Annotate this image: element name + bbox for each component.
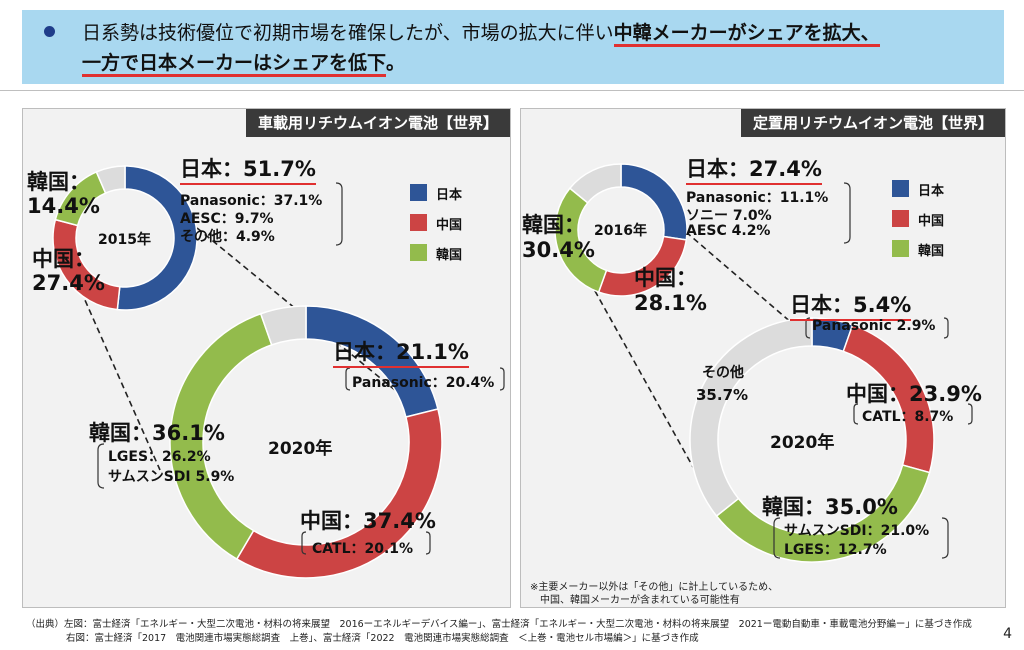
bracket [941,517,949,559]
header-period: 。 [386,52,406,74]
bracket [335,182,343,246]
source-line-2: 右図：富士経済「2017 電池関連市場実態総調査 上巻」、富士経済「2022 電… [66,633,699,644]
connector-line [76,281,161,471]
bracket [843,182,851,244]
legend-label-japan: 日本 [436,188,463,203]
bracket [853,403,859,425]
panel-automotive: 車載用リチウムイオン電池【世界】 [22,108,511,608]
slice-label-korea-2020: 韓国：36.1% [89,421,225,445]
center-label-2020: 2020年 [770,433,835,453]
bracket [97,443,105,489]
detail-label: LGES：26.2% [108,449,211,465]
slice-label-china-2020: 中国：37.4% [300,509,436,533]
page-number: 4 [1003,626,1012,642]
detail-label: サムスンSDI 5.9% [108,469,235,485]
bracket [805,317,811,339]
slice-label-japan-2020: 日本：5.4% [790,289,912,321]
source-line-1: （出典）左図：富士経済「エネルギー・大型二次電池・材料の将来展望 2016ーエネ… [26,619,972,630]
legend-swatch-korea [410,244,427,261]
bracket [773,517,781,559]
donut-chart-stationary-2020 [689,317,935,563]
bullet-icon [44,26,55,37]
donut-slice-other [568,163,622,204]
donut-chart-automotive-2020 [169,305,443,579]
slice-value-china-2015: 27.4% [32,271,105,295]
slice-label-china-2015: 中国： [32,247,95,271]
header-highlight-1: 中韓メーカーがシェアを拡大、 [613,22,880,47]
bracket [499,367,505,391]
bracket [425,531,431,555]
center-label-2015: 2015年 [98,232,151,248]
header-banner [22,10,1004,84]
connector-line [196,227,413,405]
donut-chart-automotive-2015 [52,165,198,311]
slice-label-japan-2016: 日本：27.4% [686,153,822,185]
legend-swatch-japan [892,180,909,197]
slice-value-other-2020: 35.7% [696,386,749,404]
donut-slice-other [689,317,813,518]
legend-label-japan: 日本 [918,184,945,199]
bracket [943,317,949,339]
detail-label: CATL：8.7% [862,409,954,425]
bracket [301,531,307,555]
detail-label: AESC：9.7% [180,211,274,227]
slice-value-korea-2016: 30.4% [522,238,595,262]
legend-swatch-china [892,210,909,227]
detail-label: ソニー 7.0% [686,208,772,224]
donut-slice-other [259,305,307,346]
slice-label-other-2020: その他 [702,365,744,381]
legend-swatch-japan [410,184,427,201]
detail-label: CATL：20.1% [312,541,414,557]
slice-label-korea-2020: 韓国：35.0% [762,495,898,519]
slice-label-china-2020: 中国：23.9% [846,382,982,406]
header-line-2: 一方で日本メーカーはシェアを低下。 [82,48,406,77]
detail-label: Panasonic：20.4% [352,375,495,391]
connector-line [685,231,801,331]
detail-label: サムスンSDI：21.0% [784,523,930,539]
detail-label: Panasonic：11.1% [686,190,829,206]
footnote-line-2: 中国、韓国メーカーが含まれている可能性有 [540,595,740,606]
slice-value-korea-2015: 14.4% [27,194,100,218]
bracket [345,367,351,391]
footnote-line-1: ※主要メーカー以外は「その他」に計上しているため、 [530,582,779,593]
donut-slice-other [95,165,126,195]
divider [0,90,1024,91]
legend-label-china: 中国 [436,218,463,233]
header-line-1: 日系勢は技術優位で初期市場を確保したが、市場の拡大に伴い中韓メーカーがシェアを拡… [82,18,880,47]
legend-swatch-korea [892,240,909,257]
legend-label-korea: 韓国 [918,244,945,259]
detail-label: AESC 4.2% [686,223,771,239]
center-label-2016: 2016年 [594,223,647,239]
center-label-2020: 2020年 [268,439,333,459]
slice-label-korea-2015: 韓国： [27,170,90,194]
panel-title-stationary: 定置用リチウムイオン電池【世界】 [740,109,1005,137]
legend-swatch-china [410,214,427,231]
legend-label-china: 中国 [918,214,945,229]
slice-value-china-2016: 28.1% [634,291,707,315]
donut-slice-japan [116,165,198,311]
detail-label: Panasonic 2.9% [812,318,936,334]
slice-label-japan-2015: 日本：51.7% [180,153,316,185]
header-text: 日系勢は技術優位で初期市場を確保したが、市場の拡大に伴い [82,22,614,44]
donut-chart-stationary-2016 [554,163,688,297]
panel-title-automotive: 車載用リチウムイオン電池【世界】 [245,109,510,137]
legend-label-korea: 韓国 [436,248,463,263]
detail-label: LGES：12.7% [784,542,887,558]
connector-line [589,281,699,477]
slice-label-japan-2020: 日本：21.1% [333,336,469,368]
detail-label: Panasonic：37.1% [180,193,323,209]
detail-label: その他：4.9% [180,229,275,245]
bracket [967,403,973,425]
slice-label-china-2016: 中国： [634,266,697,290]
header-highlight-2: 一方で日本メーカーはシェアを低下 [82,52,387,77]
slice-label-korea-2016: 韓国： [522,213,585,237]
